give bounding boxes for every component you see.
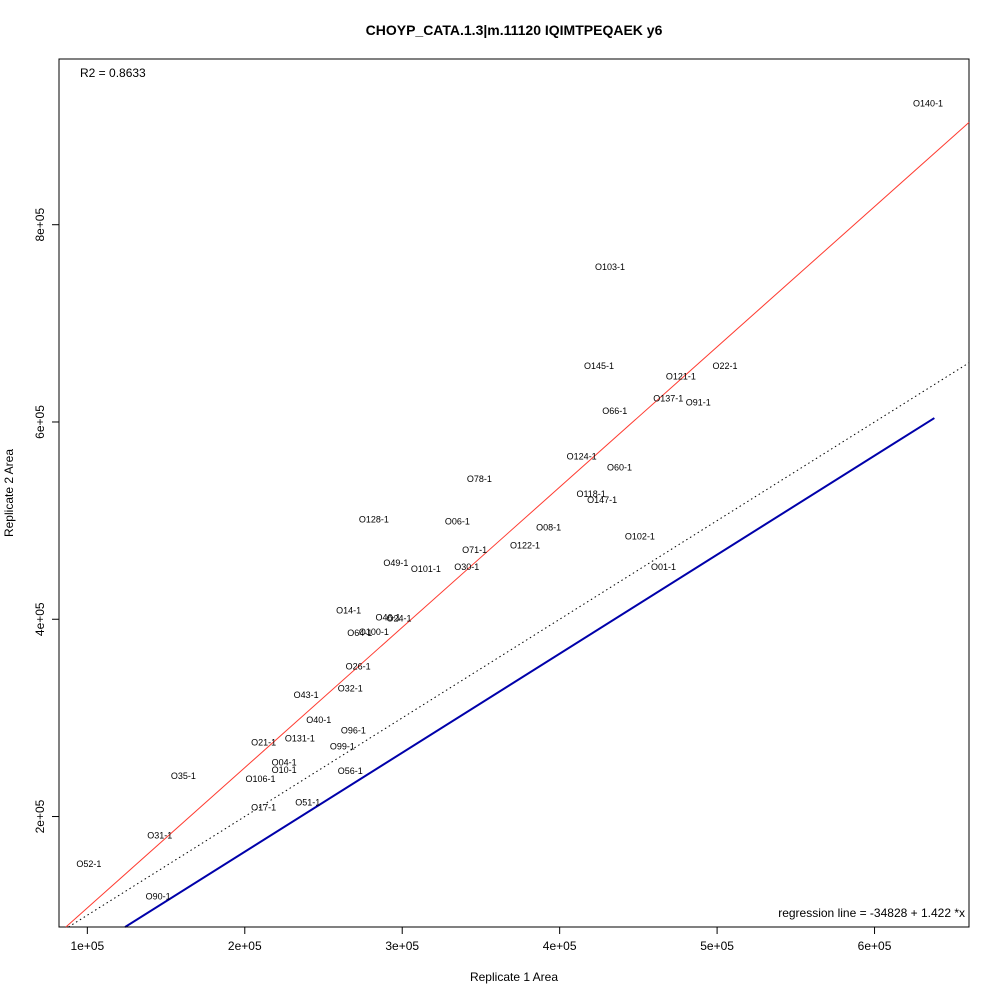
point-label: O08-1	[536, 523, 561, 533]
point-label: O66-1	[602, 406, 627, 416]
x-tick-label: 4e+05	[543, 939, 577, 953]
y-tick-label: 2e+05	[33, 799, 47, 833]
point-label: O56-1	[338, 766, 363, 776]
point-label: O46-1	[376, 612, 401, 622]
x-tick-label: 1e+05	[70, 939, 104, 953]
point-label: O99-1	[330, 741, 355, 751]
point-label: O04-1	[272, 757, 297, 767]
point-label: O17-1	[251, 803, 276, 813]
point-label: O31-1	[147, 830, 172, 840]
point-label: O49-1	[383, 558, 408, 568]
point-label: O32-1	[338, 683, 363, 693]
point-label: O10-1	[272, 765, 297, 775]
point-label: O147-1	[587, 495, 617, 505]
point-label: O100-1	[359, 627, 389, 637]
point-label: O124-1	[567, 452, 597, 462]
point-label: O06-1	[445, 517, 470, 527]
point-label: O22-1	[712, 361, 737, 371]
regression-annotation: regression line = -34828 + 1.422 *x	[778, 906, 965, 920]
x-tick-label: 5e+05	[700, 939, 734, 953]
point-label: O60-1	[607, 462, 632, 472]
x-axis: 1e+05 2e+05 3e+05 4e+05 5e+05 6e+05	[70, 926, 892, 953]
point-label: O26-1	[346, 662, 371, 672]
y-axis: 2e+05 4e+05 6e+05 8e+05	[33, 208, 60, 833]
point-label: O101-1	[411, 564, 441, 574]
point-label: O51-1	[295, 798, 320, 808]
point-label: O64-1	[347, 628, 372, 638]
identity-line	[68, 362, 970, 928]
point-label: O121-1	[666, 372, 696, 382]
point-label: O01-1	[651, 562, 676, 572]
x-tick-label: 6e+05	[858, 939, 892, 953]
plot-frame	[58, 58, 970, 928]
point-label: O96-1	[341, 726, 366, 736]
x-tick-label: 3e+05	[385, 939, 419, 953]
point-label: O35-1	[171, 771, 196, 781]
point-label: O118-1	[576, 489, 605, 499]
point-label: O103-1	[595, 262, 625, 272]
point-label: O122-1	[510, 540, 540, 550]
point-label: O102-1	[625, 531, 655, 541]
point-label: O106-1	[246, 774, 276, 784]
regression-line	[65, 122, 970, 928]
point-label: O137-1	[653, 393, 683, 403]
point-label: O14-1	[336, 605, 361, 615]
r2-annotation: R2 = 0.8633	[80, 66, 146, 80]
y-axis-title: Replicate 2 Area	[2, 449, 16, 537]
point-label: O78-1	[467, 474, 492, 484]
x-axis-title: Replicate 1 Area	[470, 970, 558, 984]
lines-layer	[65, 122, 970, 928]
point-label: O145-1	[584, 361, 614, 371]
point-label: O52-1	[76, 859, 101, 869]
point-label: O24-1	[387, 613, 412, 623]
point-label: O91-1	[686, 397, 711, 407]
x-tick-label: 2e+05	[228, 939, 262, 953]
point-label: O90-1	[146, 891, 171, 901]
point-label: O21-1	[251, 738, 276, 748]
y-tick-label: 6e+05	[33, 405, 47, 439]
point-label: O40-1	[306, 715, 331, 725]
point-label: O30-1	[454, 562, 479, 572]
point-label: O140-1	[913, 98, 943, 108]
point-label: O128-1	[359, 515, 389, 525]
chart-title: CHOYP_CATA.1.3|m.11120 IQIMTPEQAEK y6	[366, 22, 663, 38]
blue-line	[124, 417, 935, 928]
point-label: O43-1	[294, 690, 319, 700]
y-tick-label: 8e+05	[33, 208, 47, 242]
point-label: O131-1	[285, 734, 315, 744]
point-label: O71-1	[462, 545, 487, 555]
points-layer: O140-1 O103-1 O145-1 O22-1 O121-1 O137-1 O91-1…	[76, 98, 943, 901]
y-tick-label: 4e+05	[33, 602, 47, 636]
